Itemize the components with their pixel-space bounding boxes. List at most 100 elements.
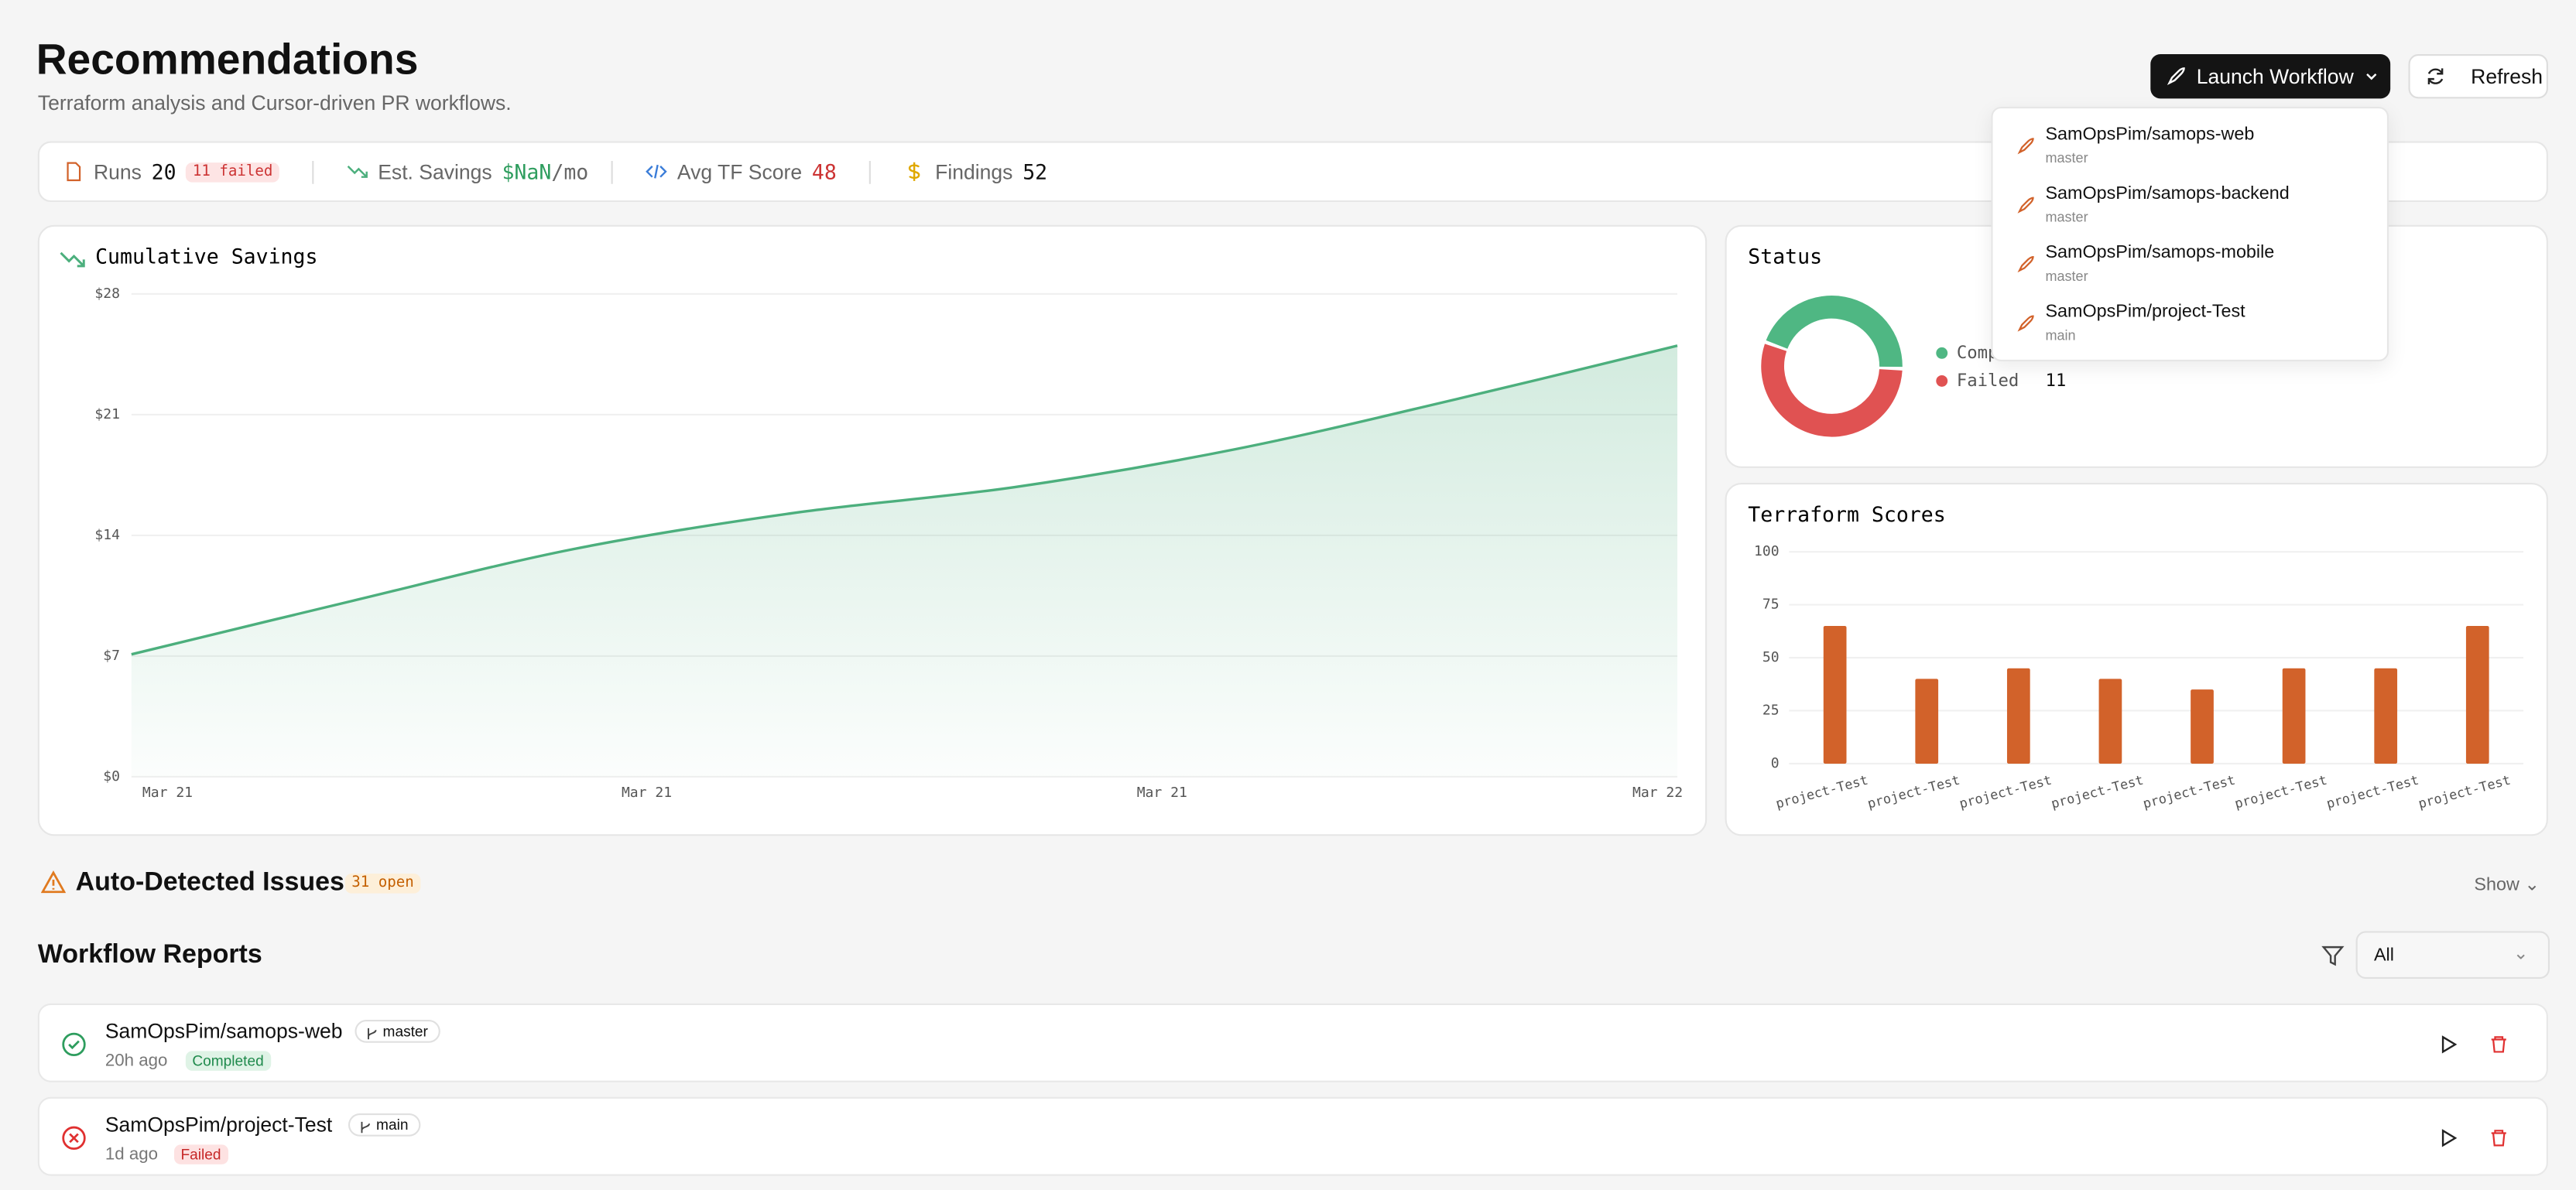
filter-value: All bbox=[2373, 946, 2394, 966]
branch-name: master bbox=[382, 1023, 428, 1040]
legend-dot bbox=[1936, 347, 1948, 359]
launch-button[interactable]: Launch Workflow bbox=[2150, 54, 2391, 99]
refresh-icon bbox=[2427, 68, 2444, 85]
filter-icon bbox=[2321, 946, 2345, 966]
menu-branch: master bbox=[2045, 267, 2088, 285]
savings-card: Cumulative Savings $0 $7 $14 $21 $28 Mar 21 Ma… bbox=[37, 224, 1708, 836]
stat-value: 20 bbox=[151, 159, 176, 184]
menu-item[interactable]: SamOpsPim/samops-mobile master bbox=[2012, 240, 2374, 289]
donut-segment bbox=[1766, 296, 1903, 368]
reports-title: Workflow Reports bbox=[37, 941, 262, 969]
status-badge: Completed bbox=[185, 1051, 271, 1071]
filter-select[interactable]: All ⌄ bbox=[2355, 931, 2550, 979]
menu-branch: main bbox=[2045, 327, 2076, 344]
bar bbox=[2006, 668, 2030, 764]
y-tick-label: 100 bbox=[1754, 543, 1780, 559]
status-chart: Status Completed9Failed11 bbox=[1748, 245, 2066, 437]
failed-badge: 11 failed bbox=[186, 162, 279, 182]
bar bbox=[2282, 668, 2306, 764]
menu-branch: master bbox=[2045, 149, 2088, 166]
run-button[interactable] bbox=[2438, 1128, 2458, 1147]
delete-button[interactable] bbox=[2489, 1128, 2509, 1147]
y-tick-label: $14 bbox=[94, 527, 120, 543]
menu-repo: SamOpsPim/project-Test bbox=[2045, 302, 2245, 323]
stat-label: Findings bbox=[935, 159, 1013, 183]
stat-label: Est. Savings bbox=[378, 159, 492, 183]
warning-icon bbox=[41, 870, 66, 894]
legend-dot bbox=[1936, 374, 1948, 387]
stat-value: $NaN bbox=[502, 159, 552, 184]
branch-badge: master bbox=[355, 1020, 440, 1043]
x-tick-label: project-Test bbox=[2233, 773, 2329, 812]
page-title: Recommendations bbox=[36, 34, 419, 84]
report-row[interactable]: SamOpsPim/project-Test main 1d ago Failed bbox=[37, 1096, 2548, 1176]
x-tick-label: project-Test bbox=[2141, 773, 2237, 812]
stat-value: 48 bbox=[811, 159, 837, 184]
y-tick-label: $28 bbox=[94, 286, 120, 302]
stat-runs: Runs 20 11 failed bbox=[63, 159, 279, 184]
y-tick-label: 50 bbox=[1762, 649, 1780, 665]
branch-icon bbox=[368, 1028, 377, 1040]
chart-title: Terraform Scores bbox=[1748, 503, 1945, 527]
rocket-icon bbox=[2017, 197, 2034, 214]
run-button[interactable] bbox=[2438, 1034, 2458, 1054]
y-tick-label: 0 bbox=[1771, 755, 1780, 771]
report-row[interactable]: SamOpsPim/samops-web master 20h ago Complet… bbox=[37, 1003, 2548, 1082]
trend-icon bbox=[60, 251, 85, 268]
dollar-icon bbox=[909, 162, 920, 181]
launch-menu: SamOpsPim/samops-web master SamOpsPim/samo… bbox=[1991, 106, 2389, 361]
time-ago: 1d ago bbox=[104, 1144, 159, 1164]
issues-badge: 31 open bbox=[344, 874, 421, 894]
bar bbox=[2098, 679, 2122, 764]
rocket-icon bbox=[2017, 138, 2034, 155]
stat-label: Avg TF Score bbox=[677, 159, 803, 183]
branch-badge: main bbox=[348, 1113, 420, 1137]
bar bbox=[2191, 689, 2214, 764]
stat-label: Runs bbox=[93, 159, 142, 183]
divider bbox=[869, 159, 872, 183]
menu-branch: master bbox=[2045, 208, 2088, 225]
delete-button[interactable] bbox=[2489, 1034, 2509, 1054]
code-icon bbox=[646, 164, 668, 179]
line bbox=[131, 344, 1678, 656]
y-tick-label: $0 bbox=[103, 768, 120, 785]
stat-findings: Findings 52 bbox=[904, 159, 1047, 184]
x-tick-label: Mar 21 bbox=[142, 785, 193, 801]
page-subtitle: Terraform analysis and Cursor-driven PR … bbox=[37, 91, 512, 115]
launch-label: Launch Workflow bbox=[2196, 64, 2354, 88]
refresh-label: Refresh bbox=[2471, 64, 2543, 88]
bar bbox=[2465, 625, 2489, 764]
x-tick-label: project-Test bbox=[2417, 773, 2513, 812]
repo-name: SamOpsPim/samops-web bbox=[104, 1020, 343, 1043]
menu-repo: SamOpsPim/samops-mobile bbox=[2045, 243, 2275, 263]
toggle-label: Show bbox=[2474, 875, 2519, 895]
x-tick-label: Mar 21 bbox=[622, 785, 672, 801]
scores-chart: Terraform Scores 0255075100project-Testp… bbox=[1748, 503, 2524, 812]
area bbox=[131, 345, 1678, 777]
status-icon bbox=[62, 1032, 86, 1057]
repo-name: SamOpsPim/project-Test bbox=[104, 1113, 333, 1137]
bar bbox=[2374, 668, 2398, 764]
menu-item[interactable]: SamOpsPim/samops-backend master bbox=[2012, 180, 2374, 230]
menu-item[interactable]: SamOpsPim/samops-web master bbox=[2012, 121, 2374, 171]
menu-item[interactable]: SamOpsPim/project-Test main bbox=[2012, 299, 2374, 348]
issues-toggle[interactable]: Show ⌄ bbox=[2474, 875, 2540, 895]
refresh-button[interactable]: Refresh bbox=[2408, 54, 2548, 99]
rocket-icon bbox=[2167, 67, 2185, 86]
status-badge: Failed bbox=[173, 1144, 228, 1164]
savings-chart: Cumulative Savings $0 $7 $14 $21 $28 Mar 21 Ma… bbox=[60, 245, 1683, 801]
x-tick-label: Mar 22 bbox=[1632, 785, 1683, 801]
stat-unit: /mo bbox=[551, 159, 589, 184]
x-tick-label: project-Test bbox=[1866, 773, 1962, 812]
trend-icon bbox=[347, 166, 368, 178]
stat-score: Avg TF Score 48 bbox=[646, 159, 837, 184]
bar bbox=[1915, 679, 1939, 764]
menu-repo: SamOpsPim/samops-web bbox=[2045, 125, 2255, 145]
divider bbox=[611, 159, 614, 183]
file-icon bbox=[67, 162, 81, 182]
legend-value: 11 bbox=[2045, 371, 2066, 391]
stat-value: 52 bbox=[1023, 159, 1048, 184]
divider bbox=[312, 159, 314, 183]
donut-segment bbox=[1761, 344, 1903, 437]
